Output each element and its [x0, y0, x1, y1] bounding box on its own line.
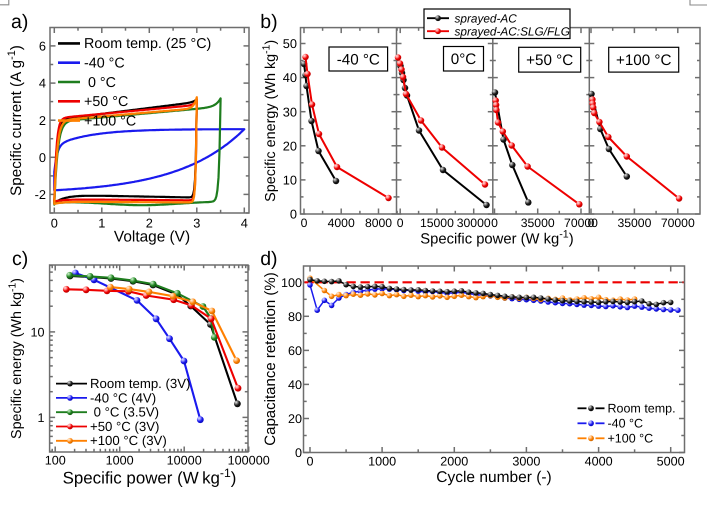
svg-text:Voltage (V): Voltage (V) [114, 228, 190, 245]
svg-text:35000: 35000 [521, 216, 555, 230]
svg-text:15000: 15000 [420, 216, 454, 230]
svg-text:5000: 5000 [657, 454, 685, 468]
svg-text:1: 1 [37, 411, 44, 425]
svg-text:0: 0 [306, 454, 313, 468]
svg-text:+50 °C: +50 °C [84, 94, 128, 110]
svg-text:sprayed-AC: sprayed-AC [455, 12, 518, 26]
svg-text:Specific power (W kg-1): Specific power (W kg-1) [420, 229, 573, 248]
svg-text:20: 20 [288, 412, 302, 426]
svg-text:+100 °C: +100 °C [608, 432, 654, 446]
svg-text:0: 0 [491, 216, 498, 230]
svg-text:6: 6 [39, 39, 46, 54]
svg-text:3: 3 [193, 215, 200, 230]
svg-text:2000: 2000 [440, 454, 468, 468]
svg-text:b): b) [260, 11, 277, 33]
svg-text:2: 2 [39, 113, 46, 128]
svg-text:1000: 1000 [368, 454, 396, 468]
svg-text:-40 °C (4V): -40 °C (4V) [90, 390, 156, 405]
svg-text:40: 40 [283, 70, 297, 85]
svg-text:0: 0 [588, 216, 595, 230]
svg-text:100: 100 [45, 453, 66, 467]
svg-text:Capacitance retention (%): Capacitance retention (%) [262, 272, 279, 445]
svg-text:Room temp.: Room temp. [608, 402, 676, 416]
svg-text:3000: 3000 [512, 454, 540, 468]
svg-text:2: 2 [146, 215, 153, 230]
svg-text:10: 10 [283, 173, 297, 188]
svg-text:+50 °C (3V): +50 °C (3V) [90, 419, 159, 434]
svg-text:0 °C: 0 °C [84, 75, 116, 91]
svg-text:Specific energy (Wh kg-1): Specific energy (Wh kg-1) [262, 40, 280, 202]
svg-text:Room temp. (3V): Room temp. (3V) [90, 376, 190, 391]
svg-text:-40 °C: -40 °C [608, 417, 644, 431]
svg-text:-40 °C: -40 °C [337, 51, 380, 68]
svg-text:70000: 70000 [661, 216, 695, 230]
svg-text:0: 0 [295, 446, 302, 460]
svg-text:30000: 30000 [457, 216, 491, 230]
svg-text:35000: 35000 [617, 216, 651, 230]
svg-text:+50 °C: +50 °C [526, 52, 573, 69]
svg-text:Specific current (A g-1): Specific current (A g-1) [6, 45, 25, 196]
svg-text:Specific power (W kg-1): Specific power (W kg-1) [63, 466, 237, 487]
svg-text:0: 0 [51, 215, 58, 230]
svg-text:30: 30 [283, 104, 297, 119]
svg-text:-40 °C: -40 °C [84, 56, 125, 72]
svg-text:sprayed-AC:SLG/FLG: sprayed-AC:SLG/FLG [455, 25, 570, 39]
svg-text:+100 °C (3V): +100 °C (3V) [90, 433, 167, 448]
svg-text:0 °C (3.5V): 0 °C (3.5V) [90, 405, 159, 420]
svg-text:10: 10 [30, 326, 44, 340]
svg-text:0: 0 [290, 207, 297, 222]
svg-text:Cycle number (-): Cycle number (-) [436, 469, 551, 486]
svg-text:Room temp. (25 °C): Room temp. (25 °C) [84, 36, 211, 52]
svg-text:70000: 70000 [564, 216, 598, 230]
svg-text:1: 1 [98, 215, 105, 230]
svg-text:0°C: 0°C [451, 51, 477, 68]
svg-text:20: 20 [283, 138, 297, 153]
svg-text:50: 50 [283, 36, 297, 51]
svg-text:4000: 4000 [585, 454, 613, 468]
svg-text:Specific energy (Wh kg-1): Specific energy (Wh kg-1) [8, 278, 25, 439]
svg-text:0: 0 [301, 216, 308, 230]
svg-text:10000: 10000 [167, 453, 202, 467]
svg-text:4: 4 [241, 215, 248, 230]
svg-text:+100 °C: +100 °C [84, 113, 136, 129]
svg-text:8000: 8000 [365, 216, 392, 230]
svg-text:0: 0 [39, 150, 46, 165]
svg-text:40: 40 [288, 378, 302, 392]
svg-text:100000: 100000 [228, 453, 270, 467]
svg-text:+100 °C: +100 °C [616, 52, 672, 69]
svg-text:0: 0 [397, 216, 404, 230]
svg-text:80: 80 [288, 310, 302, 324]
svg-text:60: 60 [288, 344, 302, 358]
svg-text:100: 100 [281, 276, 302, 290]
svg-text:4000: 4000 [328, 216, 355, 230]
svg-text:-2: -2 [35, 187, 46, 202]
svg-text:c): c) [12, 248, 28, 270]
svg-text:1000: 1000 [106, 453, 134, 467]
svg-text:a): a) [11, 11, 28, 33]
svg-text:d): d) [260, 248, 277, 270]
svg-text:4: 4 [39, 76, 46, 91]
